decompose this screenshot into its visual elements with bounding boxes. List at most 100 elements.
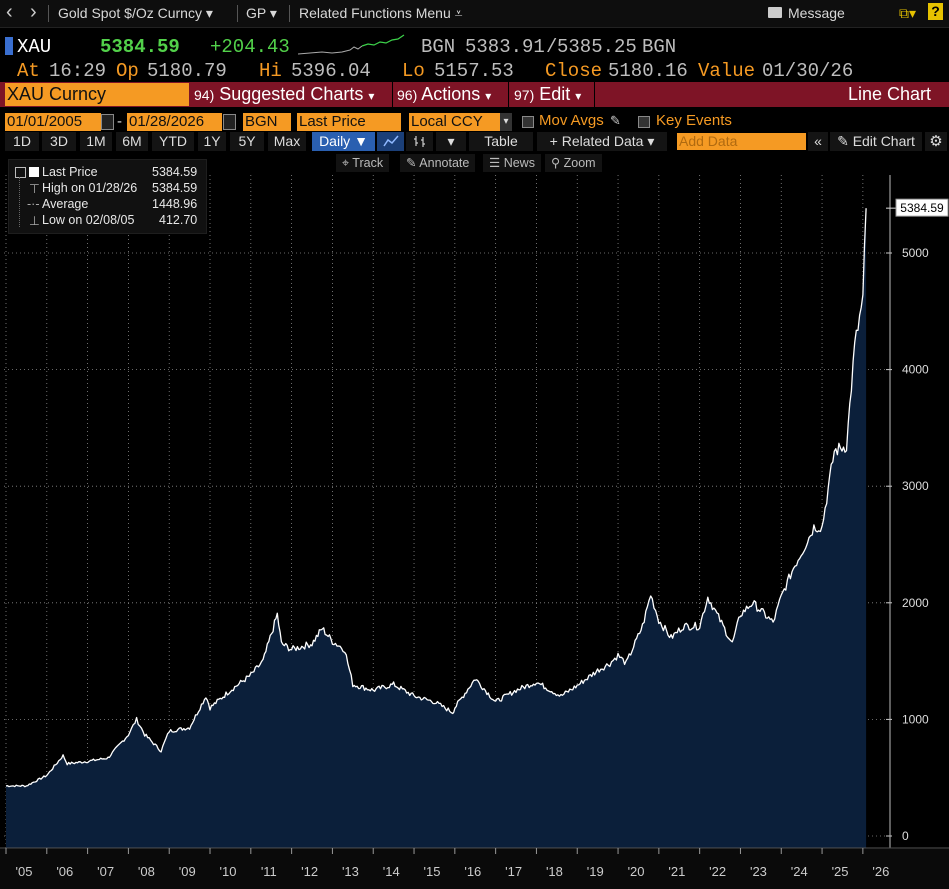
x-tick-label: '21 bbox=[668, 864, 685, 879]
y-tick-label: 3000 bbox=[902, 479, 929, 493]
chart-style-dropdown[interactable]: ▾ bbox=[436, 132, 466, 151]
line-chart-icon[interactable] bbox=[377, 132, 404, 151]
annotate-tool[interactable]: ✎ Annotate bbox=[400, 154, 476, 172]
calendar-icon[interactable] bbox=[101, 114, 114, 130]
key-events-label: Key Events bbox=[656, 112, 732, 129]
x-tick-label: '24 bbox=[791, 864, 808, 879]
end-date-field[interactable]: 01/28/2026 bbox=[127, 113, 222, 131]
ticker-marker bbox=[5, 37, 13, 55]
period-button-1y[interactable]: 1Y bbox=[198, 132, 226, 151]
related-data-button[interactable]: + Related Data ▾ bbox=[537, 132, 667, 151]
mov-avgs-checkbox[interactable] bbox=[522, 116, 534, 128]
period-button-1m[interactable]: 1M bbox=[80, 132, 112, 151]
y-tick-label: 1000 bbox=[902, 712, 929, 726]
edit-button[interactable]: 97) Edit ▾ bbox=[514, 84, 582, 104]
add-data-input[interactable]: Add Data bbox=[677, 133, 806, 150]
price-field[interactable]: Last Price bbox=[297, 113, 401, 131]
help-icon[interactable]: ? bbox=[928, 3, 943, 20]
last-price: 5384.59 bbox=[100, 36, 180, 58]
open-label: Op bbox=[116, 60, 139, 82]
price-line bbox=[5, 208, 867, 788]
x-tick-label: '25 bbox=[832, 864, 849, 879]
price-change: +204.43 bbox=[210, 36, 290, 58]
low-value: 5157.53 bbox=[434, 60, 514, 82]
legend-high-value: 5384.59 bbox=[152, 181, 198, 195]
bar-style-icon[interactable] bbox=[406, 132, 433, 151]
legend-average-label: Average bbox=[42, 197, 89, 211]
chart-type-label[interactable]: Line Chart bbox=[848, 84, 932, 104]
legend-last-value: 5384.59 bbox=[152, 165, 198, 179]
x-tick-label: '16 bbox=[464, 864, 481, 879]
period-button-1d[interactable]: 1D bbox=[5, 132, 39, 151]
gear-icon[interactable]: ⚙ bbox=[925, 132, 947, 151]
x-tick-label: '15 bbox=[424, 864, 441, 879]
period-button-5y[interactable]: 5Y bbox=[230, 132, 264, 151]
x-tick-label: '06 bbox=[56, 864, 73, 879]
x-tick-label: '23 bbox=[750, 864, 767, 879]
table-button[interactable]: Table bbox=[469, 132, 533, 151]
x-tick-label: '08 bbox=[138, 864, 155, 879]
low-label: Lo bbox=[402, 60, 425, 82]
value-label: Value bbox=[698, 60, 756, 82]
track-tool[interactable]: ⌖ Track bbox=[336, 154, 390, 172]
pencil-icon: ✎ bbox=[837, 133, 849, 149]
security-field[interactable]: XAU Curncy bbox=[5, 83, 189, 106]
high-label: Hi bbox=[259, 60, 282, 82]
last-value-flag bbox=[895, 198, 949, 217]
period-button-6m[interactable]: 6M bbox=[116, 132, 148, 151]
open-value: 5180.79 bbox=[147, 60, 227, 82]
pencil-icon: ✎ bbox=[406, 156, 417, 170]
close-value: 5180.16 bbox=[608, 60, 688, 82]
actions-button[interactable]: 96) Actions ▾ bbox=[397, 84, 492, 104]
start-date-field[interactable]: 01/01/2005 bbox=[5, 113, 101, 131]
high-value: 5396.04 bbox=[291, 60, 371, 82]
collapse-button[interactable]: « bbox=[808, 132, 828, 151]
period-button-3d[interactable]: 3D bbox=[42, 132, 76, 151]
period-button-max[interactable]: Max bbox=[268, 132, 306, 151]
pricing-source-field[interactable]: BGN bbox=[243, 113, 291, 131]
legend-low-label: Low on 02/08/05 bbox=[42, 213, 135, 227]
x-tick-label: '22 bbox=[709, 864, 726, 879]
legend-last-label: Last Price bbox=[42, 165, 98, 179]
calendar-icon[interactable] bbox=[223, 114, 236, 130]
envelope-icon[interactable] bbox=[768, 7, 782, 18]
y-tick-label: 0 bbox=[902, 829, 909, 843]
forward-arrow-icon[interactable]: › bbox=[30, 1, 37, 23]
close-label: Close bbox=[545, 60, 603, 82]
legend-toggle-icon bbox=[15, 167, 26, 178]
news-icon: ☰ bbox=[489, 156, 501, 170]
x-tick-label: '18 bbox=[546, 864, 563, 879]
legend-low-value: 412.70 bbox=[159, 213, 198, 227]
currency-dropdown-arrow[interactable]: ▾ bbox=[500, 113, 512, 131]
security-menu[interactable]: Gold Spot $/Oz Curncy ▾ bbox=[58, 5, 213, 21]
crosshair-icon: ⌖ bbox=[342, 156, 350, 170]
price-area bbox=[6, 208, 867, 848]
key-events-checkbox[interactable] bbox=[638, 116, 650, 128]
mov-avgs-label: Mov Avgs bbox=[539, 112, 604, 129]
price-chart[interactable]: '05 '06 '07 '08 '09 '10 '11 '12 '13 '14 '15 '16 '17 '… bbox=[0, 175, 949, 889]
pencil-icon[interactable]: ✎ bbox=[610, 113, 621, 128]
legend-swatch bbox=[29, 167, 39, 177]
value-date: 01/30/26 bbox=[762, 60, 854, 82]
related-functions-menu[interactable]: Related Functions Menu ⩡ bbox=[299, 5, 463, 21]
x-tick-label: '13 bbox=[342, 864, 359, 879]
function-menu[interactable]: GP ▾ bbox=[246, 5, 277, 21]
suggested-charts-button[interactable]: 94) Suggested Charts ▾ bbox=[194, 84, 375, 104]
top-nav-bar: ‹ › Gold Spot $/Oz Curncy ▾ GP ▾ Related… bbox=[0, 0, 949, 28]
x-tick-label: '20 bbox=[628, 864, 645, 879]
period-button-ytd[interactable]: YTD bbox=[152, 132, 194, 151]
back-arrow-icon[interactable]: ‹ bbox=[6, 1, 13, 23]
edit-chart-button[interactable]: ✎ Edit Chart bbox=[830, 132, 922, 151]
message-button[interactable]: Message bbox=[788, 5, 845, 21]
news-tool[interactable]: ☰ News bbox=[483, 154, 541, 172]
zoom-tool[interactable]: ⚲ Zoom bbox=[545, 154, 602, 172]
sparkline bbox=[298, 34, 405, 55]
currency-field[interactable]: Local CCY bbox=[409, 113, 501, 131]
chart-axes: '05 '06 '07 '08 '09 '10 '11 '12 '13 '14 '15 '16 '17 '… bbox=[0, 175, 949, 889]
bid-price: 5383.91 bbox=[465, 36, 545, 58]
y-tick-label: 4000 bbox=[902, 363, 929, 377]
x-tick-label: '10 bbox=[220, 864, 237, 879]
magnifier-icon: ⚲ bbox=[551, 156, 561, 170]
export-icon[interactable]: ⧉▾ bbox=[899, 5, 917, 21]
frequency-dropdown[interactable]: Daily ▼ bbox=[312, 132, 375, 151]
